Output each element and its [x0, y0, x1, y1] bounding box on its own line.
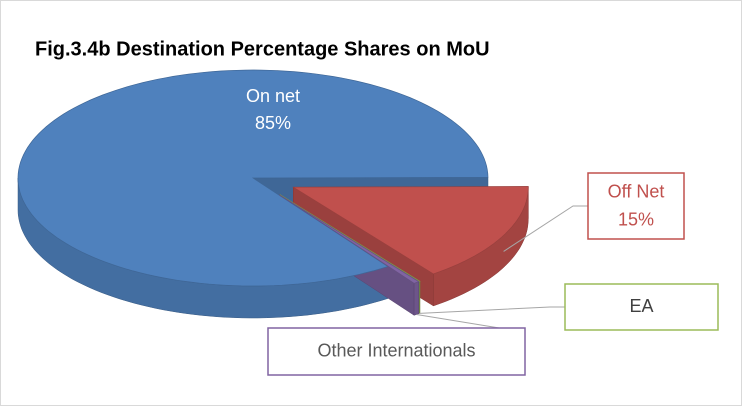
- leader-line: [503, 205, 588, 252]
- label-box: [267, 327, 526, 376]
- slice-side: [419, 280, 421, 314]
- leader-line: [416, 314, 500, 329]
- slice: [279, 194, 420, 284]
- category-label: Other Internationals: [317, 340, 475, 360]
- slice: [292, 186, 529, 275]
- category-label: EA: [629, 296, 653, 316]
- leader-line: [419, 306, 565, 314]
- label-box: [587, 172, 685, 240]
- value-label: 15%: [618, 209, 654, 229]
- pie: [17, 69, 529, 319]
- slice: [17, 69, 489, 287]
- chart-title: Fig.3.4b Destination Percentage Shares o…: [35, 38, 490, 60]
- value-label: 85%: [255, 113, 291, 133]
- category-label: On net: [246, 86, 300, 106]
- slice-side: [413, 281, 420, 316]
- label-box: [564, 283, 719, 331]
- slice: [279, 194, 421, 282]
- label-box: [240, 78, 306, 142]
- category-label: Off Net: [608, 182, 665, 202]
- labels: On net 85% Off Net 15% EA Other International…: [240, 78, 719, 376]
